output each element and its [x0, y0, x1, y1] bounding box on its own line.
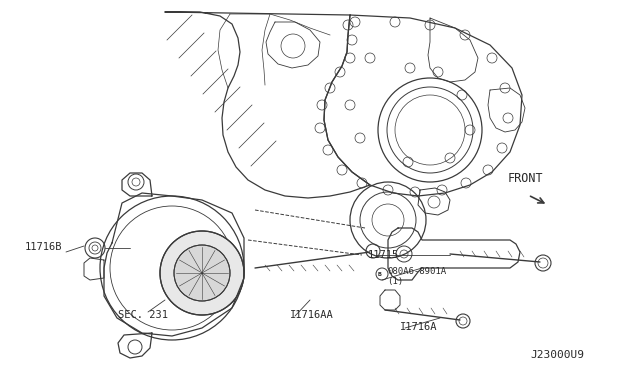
Text: FRONT: FRONT — [508, 172, 543, 185]
Text: 11716B: 11716B — [25, 242, 63, 252]
Text: 11715: 11715 — [368, 250, 399, 260]
Text: (1): (1) — [387, 277, 403, 286]
Circle shape — [160, 231, 244, 315]
Text: J23000U9: J23000U9 — [530, 350, 584, 360]
Circle shape — [174, 245, 230, 301]
Text: B: B — [378, 272, 381, 277]
Text: SEC. 231: SEC. 231 — [118, 310, 168, 320]
Text: 080A6-8901A: 080A6-8901A — [387, 267, 446, 276]
Text: I1716AA: I1716AA — [290, 310, 333, 320]
Text: I1716A: I1716A — [400, 322, 438, 332]
